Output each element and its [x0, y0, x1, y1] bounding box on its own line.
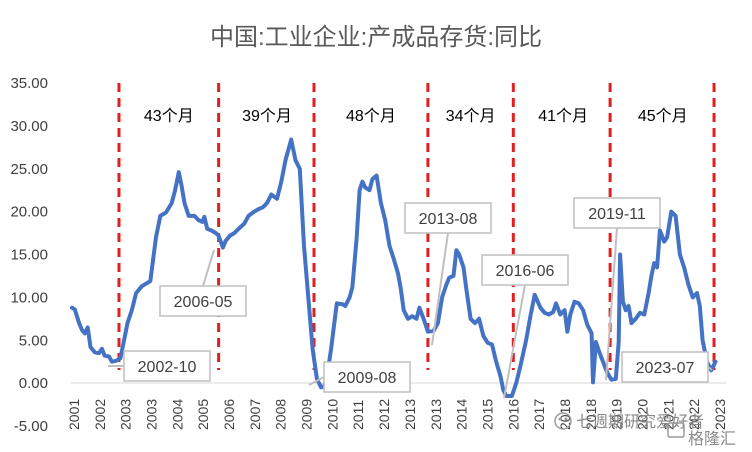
cycle-length-label: 41个月: [538, 107, 588, 125]
x-tick-label: 2002: [92, 399, 108, 430]
chart-title: 中国:工业企业:产成品存货:同比: [210, 24, 542, 51]
cycle-length-label: 45个月: [638, 107, 688, 125]
x-tick-label: 2009: [299, 399, 315, 430]
x-tick-label: 2017: [531, 399, 547, 430]
callout-box: [481, 254, 569, 286]
y-tick-label: 25.00: [10, 161, 48, 178]
x-tick-label: 2012: [376, 399, 392, 430]
callout-leader: [202, 249, 215, 287]
x-tick-label: 2013: [428, 399, 444, 430]
x-tick-label: 2011: [350, 400, 366, 430]
cycle-length-labels: 43个月 39个月 48个月 34个月 41个月 45个月: [144, 107, 688, 125]
callout-leader: [308, 376, 325, 386]
y-axis: 35.00 30.00 25.00 20.00 15.00 10.00 5.00 0.00 -5…: [10, 75, 48, 435]
callout-label: 2006-05: [174, 294, 233, 311]
y-tick-label: 35.00: [10, 75, 48, 92]
callout-box: [621, 351, 709, 383]
callout-label: 2002-10: [138, 359, 197, 376]
y-tick-label: 20.00: [10, 204, 48, 221]
callout-label: 2013-08: [419, 211, 478, 228]
gelonghui-logo-icon: [667, 422, 685, 438]
callout-leader: [431, 232, 449, 346]
callout-label: 2016-06: [496, 263, 555, 280]
callout-box: [404, 202, 492, 234]
watermark-gelonghui: 格隆汇: [688, 430, 736, 448]
wechat-icon-dot: [564, 417, 568, 421]
x-tick-label: 2022: [686, 399, 702, 430]
x-tick-label: 2018: [583, 399, 599, 430]
x-tick-label: 2019: [609, 399, 625, 430]
callout-leader: [605, 227, 618, 381]
cycle-length-label: 39个月: [242, 107, 292, 125]
x-tick-label: 2003: [144, 399, 160, 430]
callout-box: [573, 197, 661, 229]
x-tick-label: 2004: [169, 399, 185, 430]
x-tick-label: 2018: [557, 399, 573, 430]
x-tick-label: 2006: [221, 399, 237, 430]
watermark: 七週期研究爱好者 格隆汇: [554, 412, 736, 448]
y-tick-label: 15.00: [10, 247, 48, 264]
y-tick-label: -5.00: [14, 418, 48, 435]
y-tick-label: 0.00: [19, 375, 48, 392]
series-layer: [70, 137, 718, 398]
x-tick-label: 2013: [402, 399, 418, 430]
x-tick-label: 2001: [66, 399, 82, 430]
callout-box: [123, 350, 211, 382]
callouts: 2002-10 2006-05 2009-08 2013-08 2016-06 2019-…: [108, 197, 713, 399]
cycle-length-label: 34个月: [446, 107, 496, 125]
x-tick-label: 2005: [195, 399, 211, 430]
x-tick-label: 2010: [324, 399, 340, 430]
cycle-length-label: 48个月: [346, 107, 396, 125]
wechat-icon: [554, 412, 572, 430]
x-tick-label: 2007: [247, 399, 263, 430]
callout-box: [323, 361, 411, 393]
x-tick-label: 2008: [273, 399, 289, 430]
x-axis: 2001 2002 2003 2003 2004 2005 2006 2007 2008 2009…: [66, 399, 728, 430]
watermark-source: 七週期研究爱好者: [576, 413, 704, 431]
y-tick-label: 5.00: [19, 332, 48, 349]
x-tick-label: 2015: [479, 399, 495, 430]
y-tick-label: 10.00: [10, 289, 48, 306]
x-tick-label: 2021: [660, 399, 676, 430]
y-tick-label: 30.00: [10, 118, 48, 135]
callout-leader: [503, 284, 526, 399]
callout-box: [159, 285, 247, 317]
callout-label: 2019-11: [588, 206, 646, 223]
x-tick-label: 2003: [118, 399, 134, 430]
callout-label: 2009-08: [338, 370, 397, 387]
x-tick-label: 2023: [712, 399, 728, 430]
cycle-length-label: 43个月: [144, 107, 194, 125]
wechat-icon-dot: [558, 417, 562, 421]
x-tick-label: 2016: [505, 399, 521, 430]
series-line: [70, 137, 718, 398]
callout-label: 2023-07: [636, 360, 695, 377]
x-tick-label: 2020: [634, 399, 650, 430]
x-tick-label: 2014: [454, 399, 470, 430]
